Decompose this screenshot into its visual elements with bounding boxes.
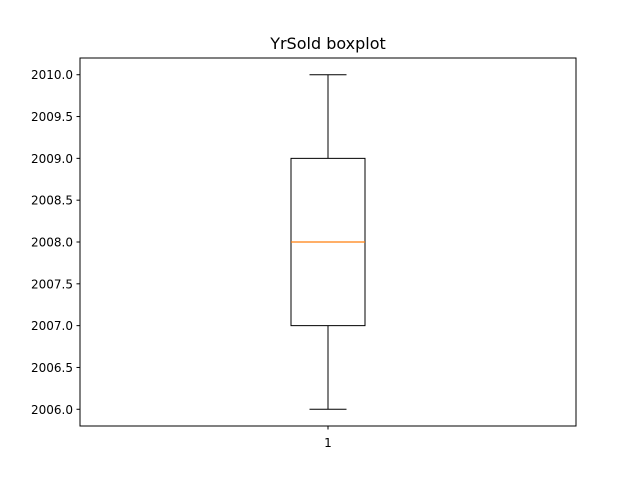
y-tick-label: 2010.0 bbox=[31, 68, 73, 82]
y-tick-label: 2007.5 bbox=[31, 277, 73, 291]
y-tick-label: 2007.0 bbox=[31, 319, 73, 333]
y-tick-label: 2006.0 bbox=[31, 403, 73, 417]
y-tick-label: 2009.5 bbox=[31, 110, 73, 124]
y-tick-label: 2008.0 bbox=[31, 236, 73, 250]
y-tick-label: 2009.0 bbox=[31, 152, 73, 166]
chart-title: YrSold boxplot bbox=[269, 34, 386, 53]
y-tick-label: 2006.5 bbox=[31, 361, 73, 375]
plot-area-frame bbox=[79, 57, 577, 427]
x-axis: 1 bbox=[324, 426, 332, 450]
box-series bbox=[290, 74, 366, 410]
x-tick-label: 1 bbox=[324, 436, 332, 450]
y-tick-label: 2008.5 bbox=[31, 194, 73, 208]
y-axis: 2006.0 2006.5 2007.0 2007.5 2008.0 2008.5 2009… bbox=[31, 68, 80, 417]
